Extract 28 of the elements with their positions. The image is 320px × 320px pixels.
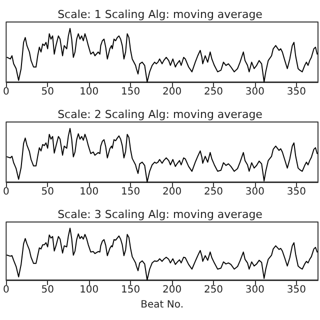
x-tick-label: 250 [204, 186, 224, 198]
x-tick-label: 200 [162, 186, 182, 198]
x-tick-label: 50 [41, 186, 54, 198]
chart-title: Scale: 3 Scaling Alg: moving average [58, 208, 263, 221]
x-tick-label: 350 [286, 284, 306, 296]
x-tick-label: 200 [162, 284, 182, 296]
chart-title: Scale: 2 Scaling Alg: moving average [58, 108, 263, 121]
x-tick-label: 100 [80, 186, 99, 198]
x-tick-label: 50 [41, 86, 54, 98]
x-tick-label: 150 [121, 186, 140, 198]
x-tick-label: 300 [245, 86, 265, 98]
x-tick-label: 350 [286, 86, 306, 98]
x-tick-label: 150 [121, 284, 140, 296]
x-tick-label: 0 [2, 86, 10, 98]
x-axis-title: Beat No. [140, 300, 184, 310]
x-tick-label: 150 [121, 86, 140, 98]
x-tick-label: 0 [2, 284, 10, 296]
x-tick-label: 100 [80, 86, 99, 98]
x-tick-label: 0 [2, 186, 10, 198]
x-tick-label: 250 [204, 284, 224, 296]
x-tick-label: 300 [245, 284, 265, 296]
x-tick-label: 100 [80, 284, 99, 296]
x-tick-label: 350 [286, 186, 306, 198]
x-tick-label: 50 [41, 284, 54, 296]
chart-title: Scale: 1 Scaling Alg: moving average [58, 8, 263, 21]
x-tick-label: 200 [162, 86, 182, 98]
x-tick-label: 300 [245, 186, 265, 198]
x-tick-label: 250 [204, 86, 224, 98]
